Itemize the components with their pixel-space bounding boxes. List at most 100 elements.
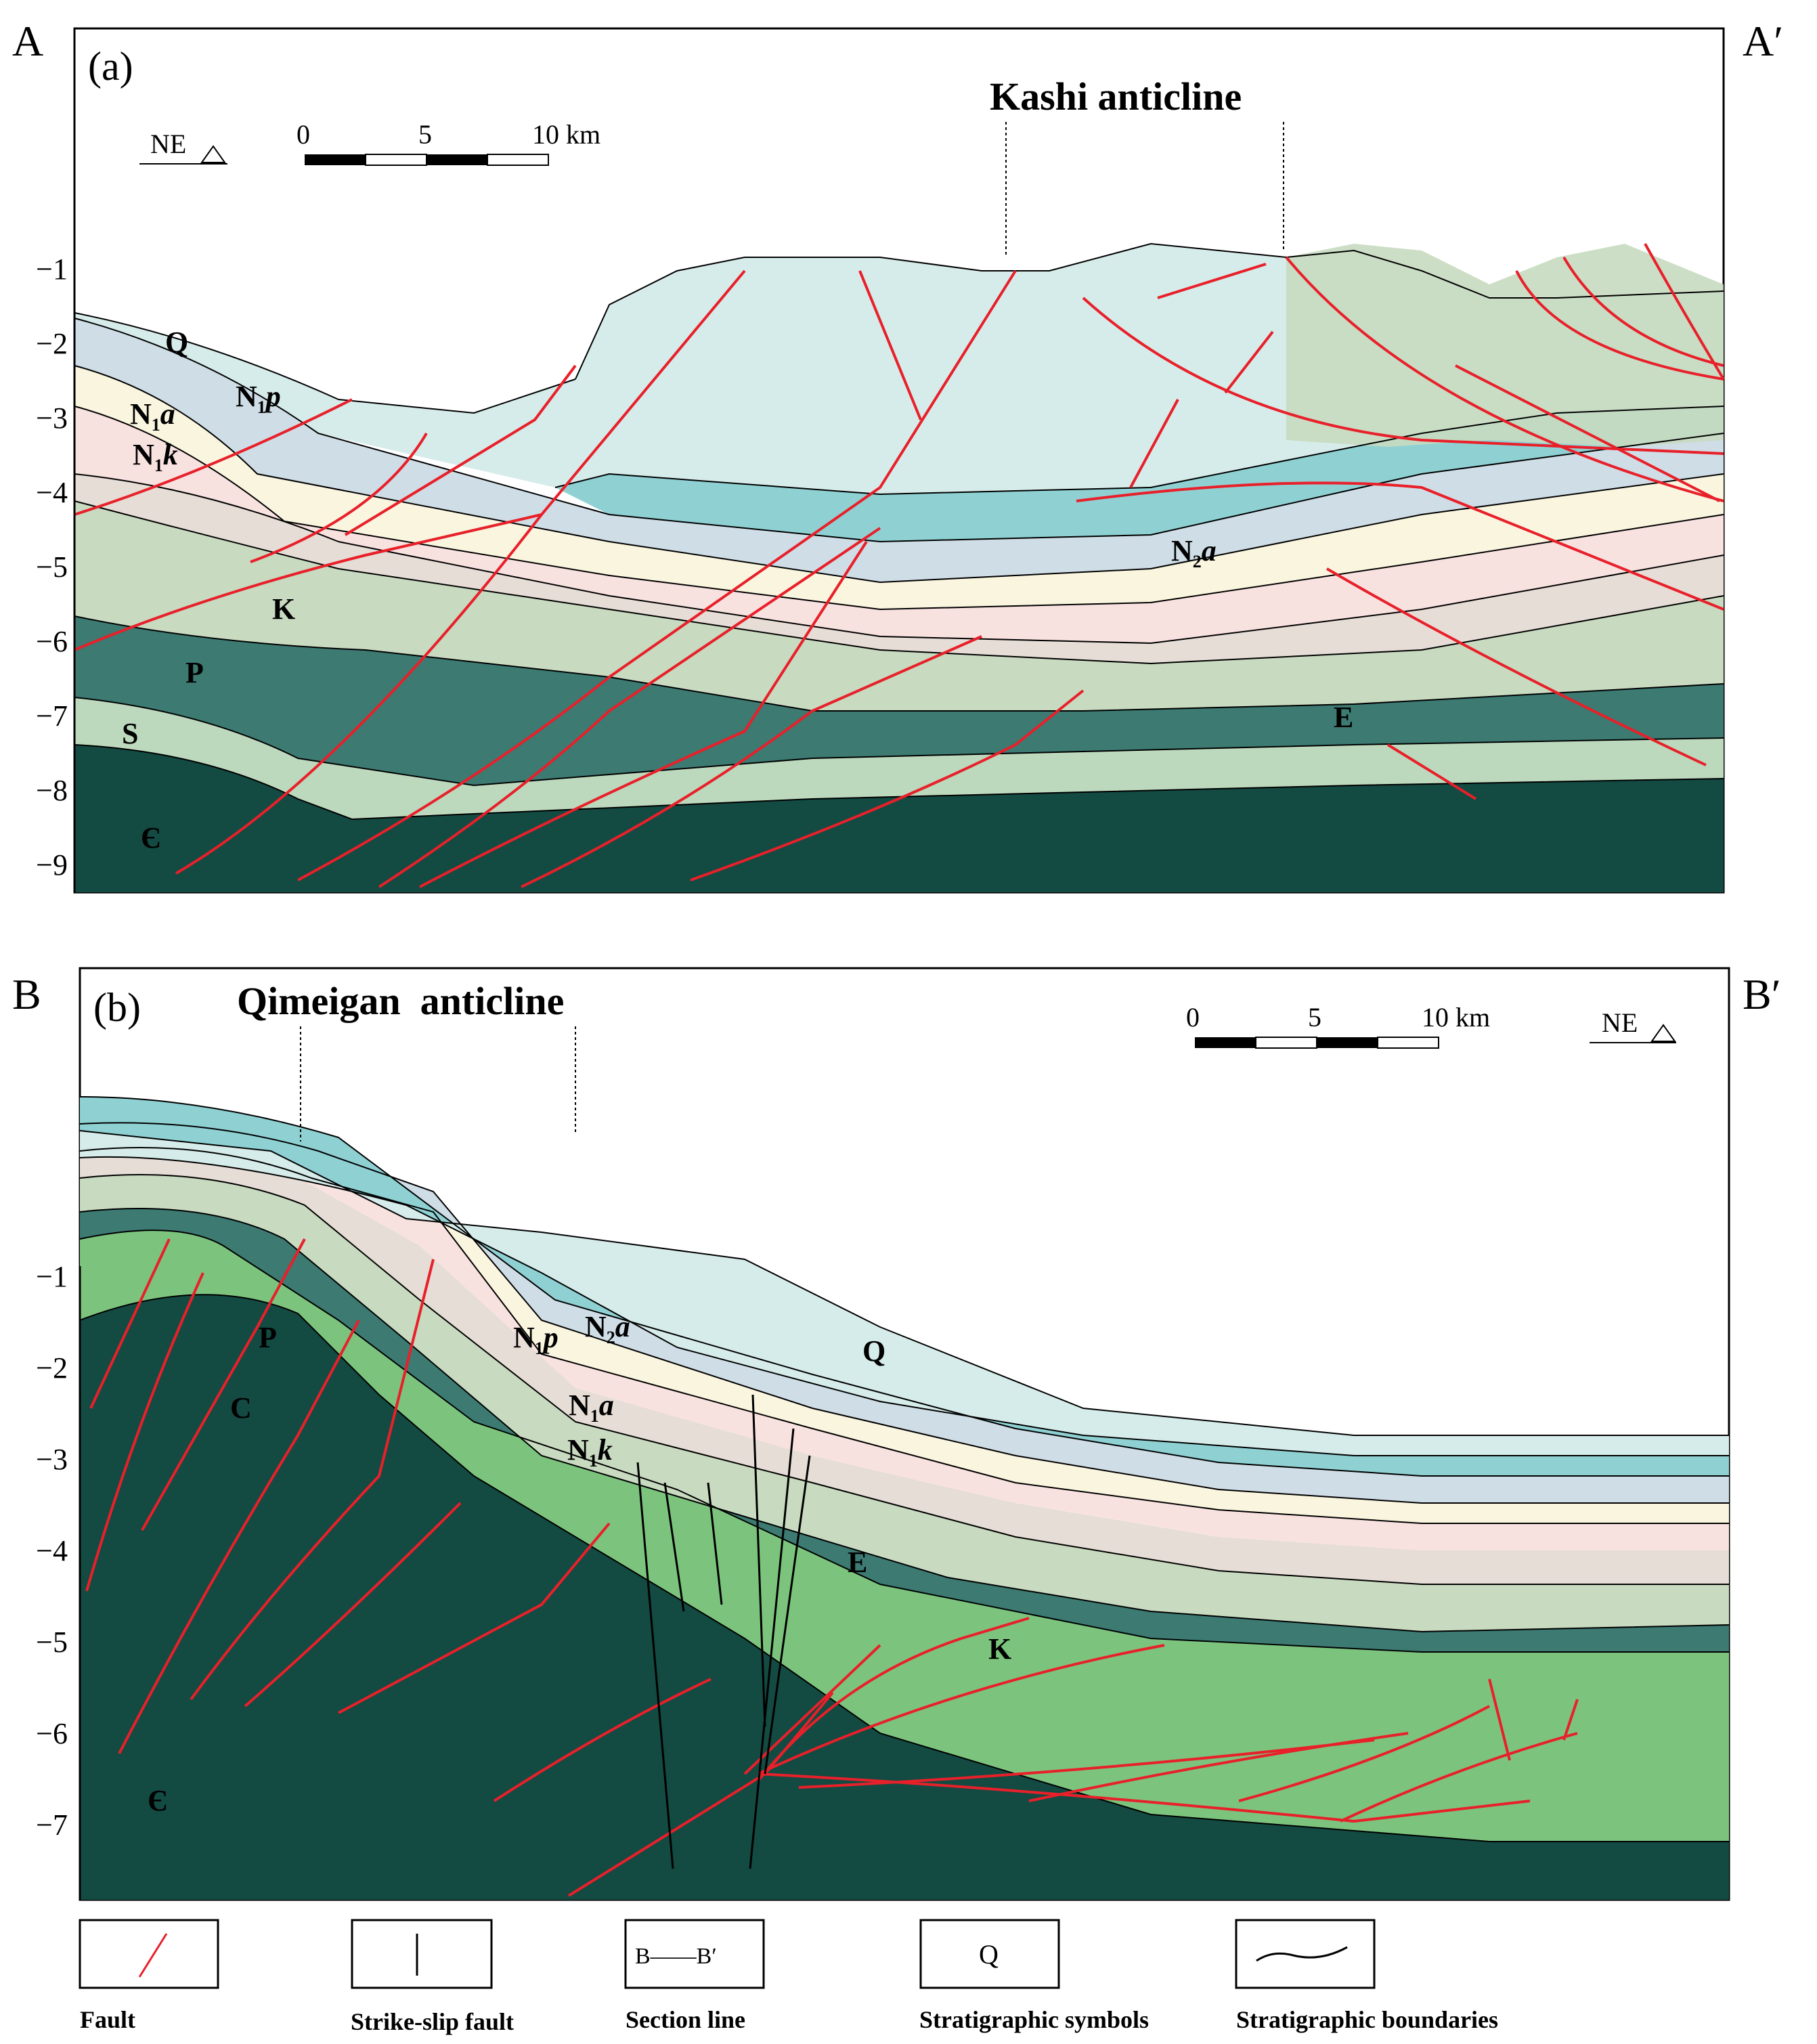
b-depth-tick: −7 [36,1808,68,1842]
b-label-p: P [259,1321,277,1354]
b-unit-e [80,1148,1729,1584]
b-depth-ticks: −1 −2 −3 −4 −5 −6 −7 [36,1260,68,1842]
a-depth-tick: −8 [36,774,68,807]
b-corner-right: B′ [1743,970,1781,1018]
legend-item-fault: Fault [79,1919,219,2033]
a-depth-tick: −3 [36,401,68,435]
a-label-n1p: N1p [236,380,281,417]
a-depth-ticks: −1 −2 −3 −4 −5 −6 −7 −8 −9 [36,253,68,882]
b-unit-c [80,1230,1729,1842]
legend-label-section-line: Section line [626,2006,745,2033]
b-depth-tick: −2 [36,1351,68,1385]
b-unit-n1k [80,1148,1729,1550]
a-depth-tick: −5 [36,550,68,584]
legend-item-strat-symbols: Q Stratigraphic symbols [919,1919,1149,2033]
a-depth-tick: −6 [36,625,68,658]
b-depth-tick: −6 [36,1717,68,1750]
b-unit-n1p [80,1097,1729,1503]
strat-symbol-sample: Q [979,1939,999,1970]
b-unit-n1a [80,1123,1729,1523]
legend-label-fault: Fault [80,2006,135,2033]
b-label-q: Q [862,1334,885,1368]
b-scale-bar: 0 5 10 km [1186,1002,1490,1049]
b-triangle-icon [1650,1024,1676,1042]
a-label-p: P [185,656,204,689]
b-scale-tick: 5 [1308,1002,1321,1032]
legend-label-strat-symbols: Stratigraphic symbols [919,2006,1149,2033]
a-label-s: S [122,717,138,750]
b-label-e: E [848,1546,867,1579]
a-depth-tick: −9 [36,848,68,882]
a-depth-tick: −2 [36,327,68,360]
a-depth-tick: −1 [36,253,68,286]
a-depth-tick: −7 [36,699,68,733]
b-orientation: NE [1590,1007,1676,1043]
b-depth-tick: −1 [36,1260,68,1293]
b-label-c: C [230,1391,252,1425]
b-faults [85,1238,1579,1897]
fault-icon [138,1933,168,1978]
a-unit-labels: Q N1p N1a N1k N2a K P S Є E [122,326,1353,854]
boundary-line-icon [1256,1946,1348,1962]
b-panel-tag: (b) [93,985,141,1030]
a-label-n1a: N1a [130,397,175,435]
a-label-k: K [272,592,295,626]
b-label-n1a: N1a [569,1389,614,1426]
b-strike-slip-faults [636,1394,811,1869]
a-label-q: Q [165,326,188,359]
a-label-n1k: N1k [133,438,178,475]
a-unit-n1k [74,406,1724,643]
b-depth-tick: −4 [36,1534,68,1567]
a-right-block [1286,244,1724,447]
a-scale-tick: 5 [418,119,432,150]
a-unit-cambrian [74,745,1724,892]
b-depth-tick: −5 [36,1626,68,1659]
a-unit-s [74,697,1724,819]
a-unit-n1p [74,318,1724,582]
legend-label-strat-bound: Stratigraphic boundaries [1236,2006,1498,2033]
a-faults [74,243,1725,888]
b-unit-cambrian [80,1295,1729,1900]
b-title: Qimeigan anticline [237,979,564,1023]
a-scale-bar: 0 5 10 km [297,119,600,166]
a-title: Kashi anticline [990,74,1242,118]
b-unit-q [80,1131,1729,1456]
a-scale-tick: 0 [297,119,310,150]
a-scale-tick: 10 km [532,119,600,150]
a-corner-left: A [12,17,43,65]
b-label-n2a: N2a [585,1310,630,1347]
a-triangle-icon [200,145,226,163]
a-label-e: E [1334,701,1353,734]
b-scale-tick: 0 [1186,1002,1200,1032]
a-label-n2a: N2a [1171,534,1217,571]
legend-item-strike-slip: Strike-slip fault [351,1919,514,2035]
a-panel-tag: (a) [88,44,133,89]
a-orientation-label: NE [150,129,186,159]
b-strat-boundaries [79,1096,1730,1842]
b-label-k: K [988,1632,1011,1666]
legend-label-strike-slip: Strike-slip fault [351,2008,514,2035]
a-unit-k [74,501,1724,711]
b-corner-left: B [12,970,41,1018]
section-line-sample: B——B′ [635,1944,717,1969]
b-label-n1p: N1p [513,1321,559,1358]
a-unit-p [74,616,1724,785]
b-unit-labels: P C N1p N2a Q N1a N1k E K Є [148,1310,1011,1817]
b-depth-tick: −3 [36,1443,68,1476]
legend: Fault Strike-slip fault B——B′ Section li… [79,1919,1498,2035]
a-unit-n1a [74,366,1724,609]
b-label-cambrian: Є [148,1784,168,1817]
b-orientation-label: NE [1602,1007,1638,1038]
legend-item-section-line: B——B′ Section line [624,1919,765,2033]
a-orientation: NE [139,129,227,165]
b-label-n1k: N1k [567,1433,613,1471]
panel-a: −1 −2 −3 −4 −5 −6 −7 −8 −9 A A′ (a) Kash… [12,17,1783,894]
a-corner-right: A′ [1743,17,1783,65]
b-unit-k [80,1175,1729,1632]
a-label-c: Є [141,821,161,854]
b-scale-tick: 10 km [1422,1002,1490,1032]
b-unit-p [80,1209,1729,1652]
a-strat-boundaries [74,242,1724,821]
a-depth-tick: −4 [36,476,68,509]
